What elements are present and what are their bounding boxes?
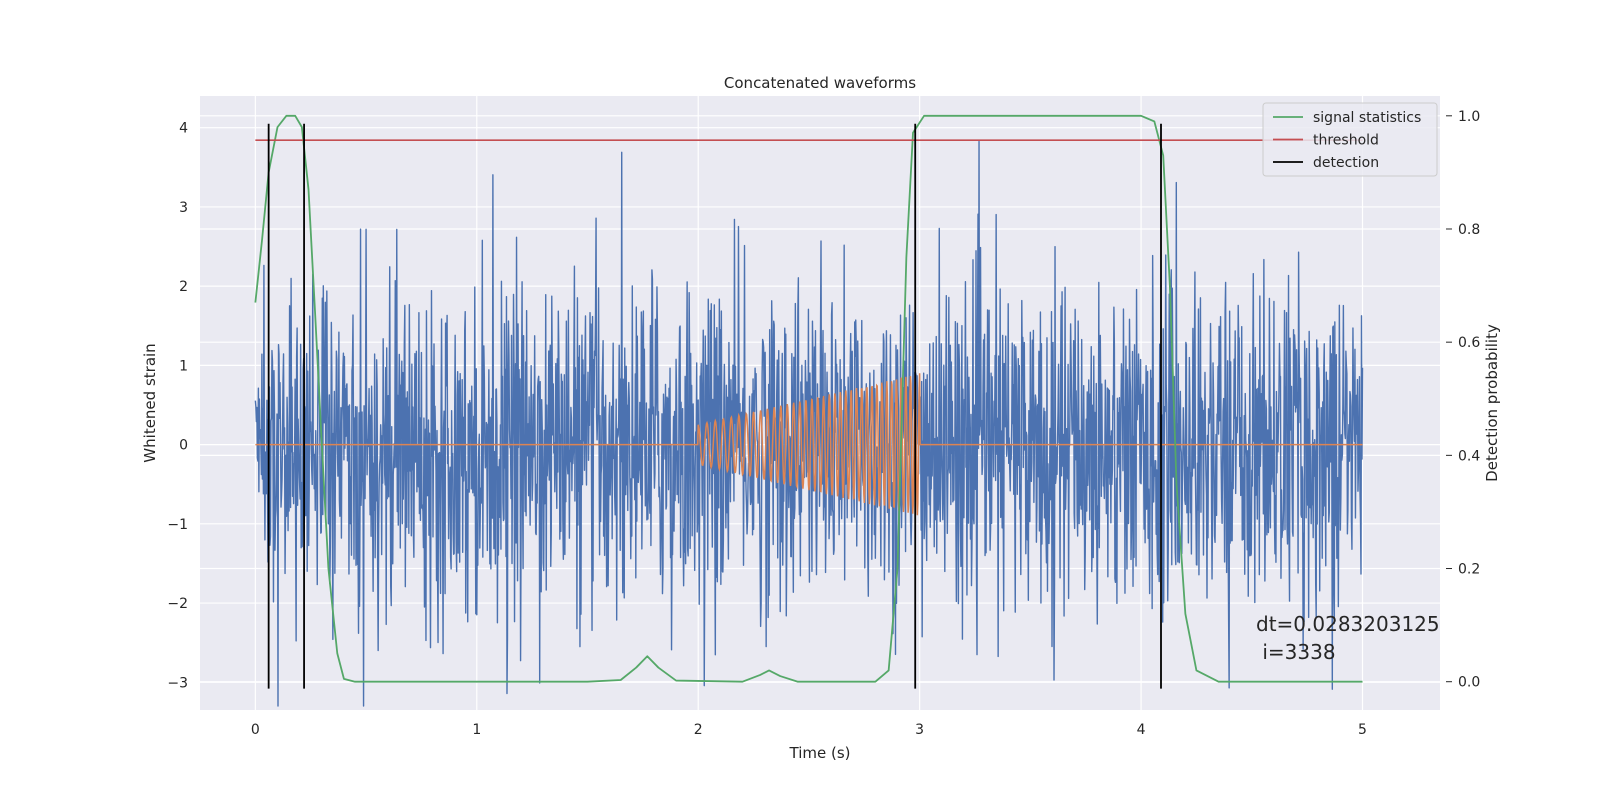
y-tick-label-right: 0.6: [1458, 335, 1480, 351]
legend-label-signal-statistics: signal statistics: [1313, 110, 1421, 126]
y-tick-label-right: 0.8: [1458, 222, 1480, 238]
y-tick-label: 1: [179, 358, 188, 374]
chart-title: Concatenated waveforms: [724, 74, 916, 92]
annotation-i: i=3338: [1256, 640, 1336, 664]
y-tick-label: −1: [167, 517, 188, 533]
series-line-signal-statistics: [254, 114, 1363, 683]
x-tick-label: 1: [472, 722, 481, 738]
x-tick-label: 0: [251, 722, 260, 738]
y-tick-label-right: 0.0: [1458, 675, 1480, 691]
legend-label-detection: detection: [1313, 155, 1379, 171]
y-tick-label: −2: [167, 596, 188, 612]
legend: signal statistics threshold detection: [1262, 102, 1438, 177]
y-axis-label-right: Detection probability: [1483, 324, 1501, 482]
y-tick-label: 4: [179, 121, 188, 137]
x-axis-label: Time (s): [789, 744, 851, 762]
x-tick-label: 3: [915, 722, 924, 738]
series-layer: [254, 114, 1364, 707]
y-tick-label: −3: [167, 675, 188, 691]
x-tick-label: 4: [1137, 722, 1146, 738]
x-tick-label: 2: [694, 722, 703, 738]
y-tick-label: 0: [179, 438, 188, 454]
legend-label-threshold: threshold: [1313, 133, 1379, 149]
y-tick-label-right: 0.2: [1458, 562, 1480, 578]
annotation-dt: dt=0.0283203125: [1256, 612, 1440, 636]
y-tick-label: 2: [179, 279, 188, 295]
tick-labels: 0 1 2 3 4 5 −3 −2 −1 0 1 2 3 4 0.0 0.2 0.4 0.6 0.8 1.0: [167, 109, 1480, 738]
x-tick-label: 5: [1358, 722, 1367, 738]
legend-box: [1262, 102, 1438, 177]
y-tick-label-right: 0.4: [1458, 448, 1480, 464]
y-tick-label-right: 1.0: [1458, 109, 1480, 125]
y-axis-label: Whitened strain: [141, 343, 159, 462]
y-tick-label: 3: [179, 200, 188, 216]
series-line-chirp: [255, 373, 1363, 516]
